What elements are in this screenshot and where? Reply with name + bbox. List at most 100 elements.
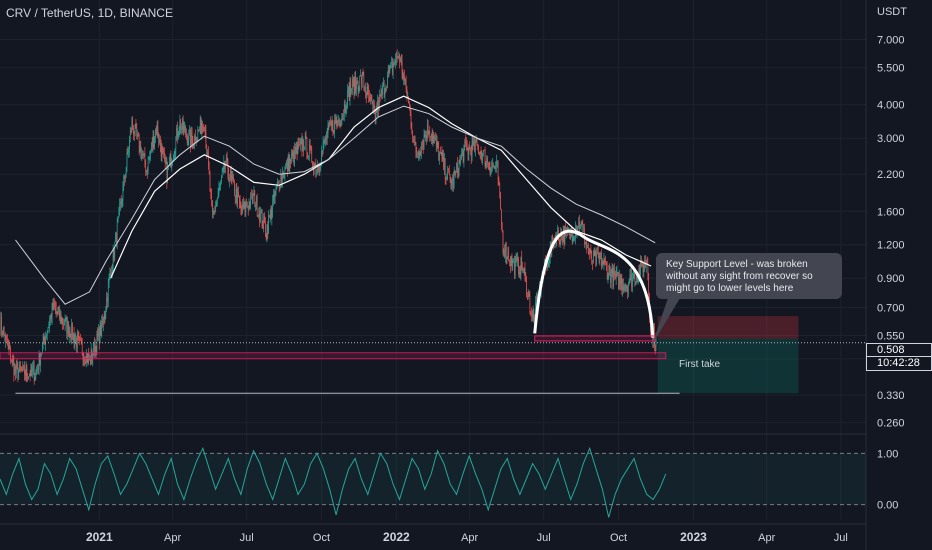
stop-loss-zone[interactable]: [657, 316, 799, 339]
candle-body: [225, 164, 226, 169]
candle-body: [312, 162, 313, 166]
candle-body: [127, 152, 129, 153]
candle-body: [81, 343, 83, 355]
candle-body: [2, 328, 4, 336]
candle-body: [535, 302, 536, 321]
candle-body: [431, 134, 433, 142]
candle-body: [290, 158, 291, 163]
candle-body: [406, 89, 408, 99]
candle-body: [269, 215, 270, 217]
candle-body: [136, 126, 138, 137]
candle-body: [211, 192, 212, 201]
candle-body: [512, 261, 514, 267]
candle-body: [431, 134, 432, 137]
arc-pattern-drawing[interactable]: [533, 229, 655, 338]
candle-body: [92, 354, 94, 360]
candle-body: [503, 250, 505, 254]
candle-body: [260, 211, 261, 223]
time-tick-label: Oct: [313, 532, 330, 544]
candle-body: [59, 306, 60, 319]
candle-body: [479, 154, 480, 155]
candle-body: [125, 176, 126, 180]
candle-body: [474, 138, 475, 151]
candle-body: [124, 175, 125, 180]
candle-body: [342, 114, 343, 118]
take-profit-zone[interactable]: [657, 338, 799, 394]
candle-body: [190, 129, 191, 147]
candle-body: [182, 118, 184, 130]
candle-body: [591, 253, 593, 262]
candle-body: [318, 169, 320, 170]
candle-body: [241, 208, 243, 213]
candle-body: [484, 150, 486, 166]
candle-body: [565, 227, 566, 232]
candle-body: [531, 312, 532, 315]
candle-body: [631, 273, 632, 288]
candle-body: [432, 135, 434, 142]
candle-body: [597, 251, 598, 253]
candle-body: [72, 333, 74, 340]
first-take-zone[interactable]: [0, 352, 667, 360]
candle-body: [239, 201, 241, 203]
candle-body: [62, 317, 63, 324]
candle-body: [492, 163, 494, 167]
candle-body: [507, 251, 509, 258]
candle-body: [580, 221, 582, 228]
candle-body: [530, 312, 531, 313]
candle-body: [76, 337, 77, 348]
candle-body: [628, 284, 629, 293]
candle-body: [450, 180, 452, 189]
support-zone-box[interactable]: [534, 335, 656, 342]
candle-body: [410, 114, 412, 128]
candle-body: [261, 210, 263, 226]
support-callout[interactable]: Key Support Level - was broken without a…: [656, 253, 842, 299]
candle-body: [29, 373, 31, 377]
candle-body: [514, 259, 516, 275]
candle-body: [493, 166, 495, 167]
candle-body: [271, 211, 273, 219]
candle-body: [230, 171, 231, 179]
candle-body: [169, 154, 171, 161]
candle-body: [505, 243, 506, 257]
candle-body: [50, 314, 52, 319]
candle-body: [500, 192, 501, 210]
candle-body: [149, 153, 151, 159]
candle-body: [610, 273, 612, 283]
candle-body: [400, 58, 402, 61]
candle-body: [343, 103, 345, 115]
drawings[interactable]: [0, 229, 866, 394]
candle-body: [221, 170, 223, 177]
candle-body: [7, 344, 9, 346]
candle-body: [330, 121, 331, 125]
candle-body: [628, 282, 630, 285]
candle-body: [210, 190, 212, 193]
candle-body: [77, 334, 78, 348]
symbol-title[interactable]: CRV / TetherUS, 1D, BINANCE: [6, 6, 173, 20]
time-tick-label: 2021: [86, 530, 113, 544]
position-tool[interactable]: [657, 316, 799, 394]
candle-body: [310, 147, 312, 149]
candle-body: [112, 268, 113, 276]
candle-body: [337, 120, 339, 123]
candle-body: [100, 324, 102, 336]
candle-body: [296, 146, 298, 154]
candle-body: [427, 124, 428, 140]
candle-body: [635, 281, 636, 283]
candle-body: [623, 287, 625, 292]
candle-body: [138, 134, 139, 136]
candle-body: [514, 261, 515, 275]
candle-body: [22, 364, 24, 372]
candle-body: [38, 352, 40, 369]
candle-body: [11, 357, 13, 362]
candle-body: [88, 354, 90, 361]
candle-body: [193, 144, 195, 148]
candle-body: [424, 134, 426, 138]
candle-body: [42, 344, 43, 354]
candle-body: [357, 83, 359, 91]
candle-body: [216, 201, 217, 207]
candle-body: [101, 318, 103, 336]
candle-body: [321, 151, 322, 164]
candle-body: [345, 109, 347, 111]
candle-body: [97, 333, 98, 337]
